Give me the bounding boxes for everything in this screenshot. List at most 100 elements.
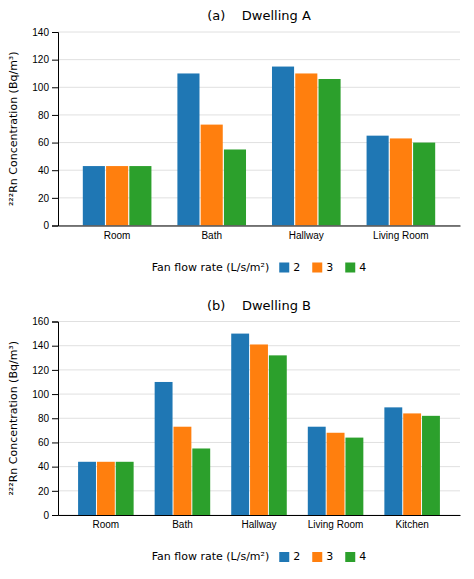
tick-label: Kitchen: [395, 519, 428, 530]
legend-entry: 2: [293, 550, 300, 563]
bar: [367, 136, 389, 226]
tick: 40: [38, 165, 58, 176]
grid-line: [58, 321, 460, 322]
bar-series: [129, 79, 435, 226]
bar-series: [106, 73, 412, 225]
tick-mark: [52, 515, 58, 516]
bar: [413, 143, 435, 226]
tick: 80: [38, 413, 58, 424]
tick-label: 120: [32, 365, 49, 376]
bar: [173, 427, 191, 515]
tick-label: 0: [43, 220, 49, 231]
x-axis: Room Bath Hallway Living Room Kitchen: [59, 516, 461, 531]
tick: Kitchen: [395, 519, 428, 530]
tick-label: 140: [32, 27, 49, 38]
tick-label: 100: [32, 389, 49, 400]
tick-label: 80: [38, 110, 50, 121]
tick-label: Bath: [172, 519, 193, 530]
tick-mark: [52, 87, 58, 88]
bars: [83, 67, 435, 226]
figure: 020406080100120140RoomBathHallwayLiving …: [0, 0, 474, 579]
bar: [422, 416, 440, 515]
tick-label: Hallway: [241, 519, 276, 530]
tick-label: Living Room: [373, 230, 429, 241]
tick: Hallway: [241, 519, 276, 530]
tick-label: 80: [38, 413, 50, 424]
tick: 20: [38, 193, 58, 204]
x-axis: Room Bath Hallway Living Room: [59, 226, 461, 241]
tick: Hallway: [289, 230, 324, 241]
grid-line: [58, 59, 460, 60]
axis-line: [52, 322, 59, 516]
bars: [78, 334, 440, 515]
tick: 0: [43, 510, 58, 521]
tick-label: 140: [32, 340, 49, 351]
panel: 020406080100120140RoomBathHallwayLiving …: [7, 8, 461, 274]
plot-area: 020406080100120140160RoomBathHallwayLivi…: [32, 316, 460, 530]
tick-label: Room: [104, 230, 131, 241]
grid-line: [58, 114, 460, 115]
bar-series: [78, 334, 402, 515]
legend-swatch: [312, 552, 322, 562]
bar: [83, 166, 105, 225]
tick-mark: [52, 170, 58, 171]
tick-label: 20: [38, 486, 50, 497]
tick-label: 20: [38, 193, 50, 204]
bar: [327, 433, 345, 515]
y-axis: 020406080100120140: [32, 27, 58, 232]
axis-line: [59, 515, 461, 516]
tick-label: 160: [32, 316, 49, 327]
legend-title: Fan flow rate (L/s/m²): [152, 261, 270, 274]
bar: [272, 67, 294, 226]
bar: [106, 166, 128, 225]
tick: 20: [38, 486, 58, 497]
legend-swatch: [345, 263, 355, 273]
bar: [155, 382, 173, 515]
bar-series: [97, 344, 421, 515]
grid: [58, 32, 460, 226]
legend-swatch: [312, 263, 322, 273]
axis-line: [52, 33, 59, 227]
tick: Living Room: [308, 519, 364, 530]
tick: 60: [38, 437, 58, 448]
bar: [269, 355, 287, 515]
bar: [192, 448, 210, 515]
tick: 100: [32, 389, 58, 400]
legend-swatch: [279, 263, 289, 273]
bar: [403, 413, 421, 515]
legend-swatch: [279, 552, 289, 562]
tick: 140: [32, 340, 58, 351]
tick-mark: [52, 346, 58, 347]
tick-label: 40: [38, 165, 50, 176]
tick: 140: [32, 27, 58, 38]
tick-label: Hallway: [289, 230, 324, 241]
tick-mark: [52, 418, 58, 419]
tick-label: 0: [43, 510, 49, 521]
title: (b) Dwelling B: [207, 298, 311, 313]
tick: 80: [38, 110, 58, 121]
legend: Fan flow rate (L/s/m²)234: [152, 261, 367, 274]
legend-swatch: [345, 552, 355, 562]
bar: [308, 427, 326, 515]
bar-series: [83, 67, 389, 226]
y-axis-label: ²²²Rn Concentration (Bq/m³): [7, 51, 20, 206]
y-axis: 020406080100120140160: [32, 316, 58, 521]
tick-mark: [52, 32, 58, 33]
bar: [345, 438, 363, 515]
tick-label: Living Room: [308, 519, 364, 530]
bar: [78, 462, 96, 515]
tick-mark: [52, 442, 58, 443]
bar-series: [116, 355, 440, 515]
grid: [58, 322, 460, 516]
tick-label: 60: [38, 137, 50, 148]
bar: [177, 73, 199, 225]
tick-mark: [52, 491, 58, 492]
tick: Room: [93, 519, 120, 530]
tick-label: Bath: [201, 230, 222, 241]
tick: Bath: [201, 230, 222, 241]
legend-entry: 3: [326, 550, 333, 563]
bar: [97, 462, 115, 515]
tick-label: 100: [32, 82, 49, 93]
tick: 0: [43, 220, 58, 231]
bar: [390, 138, 412, 225]
